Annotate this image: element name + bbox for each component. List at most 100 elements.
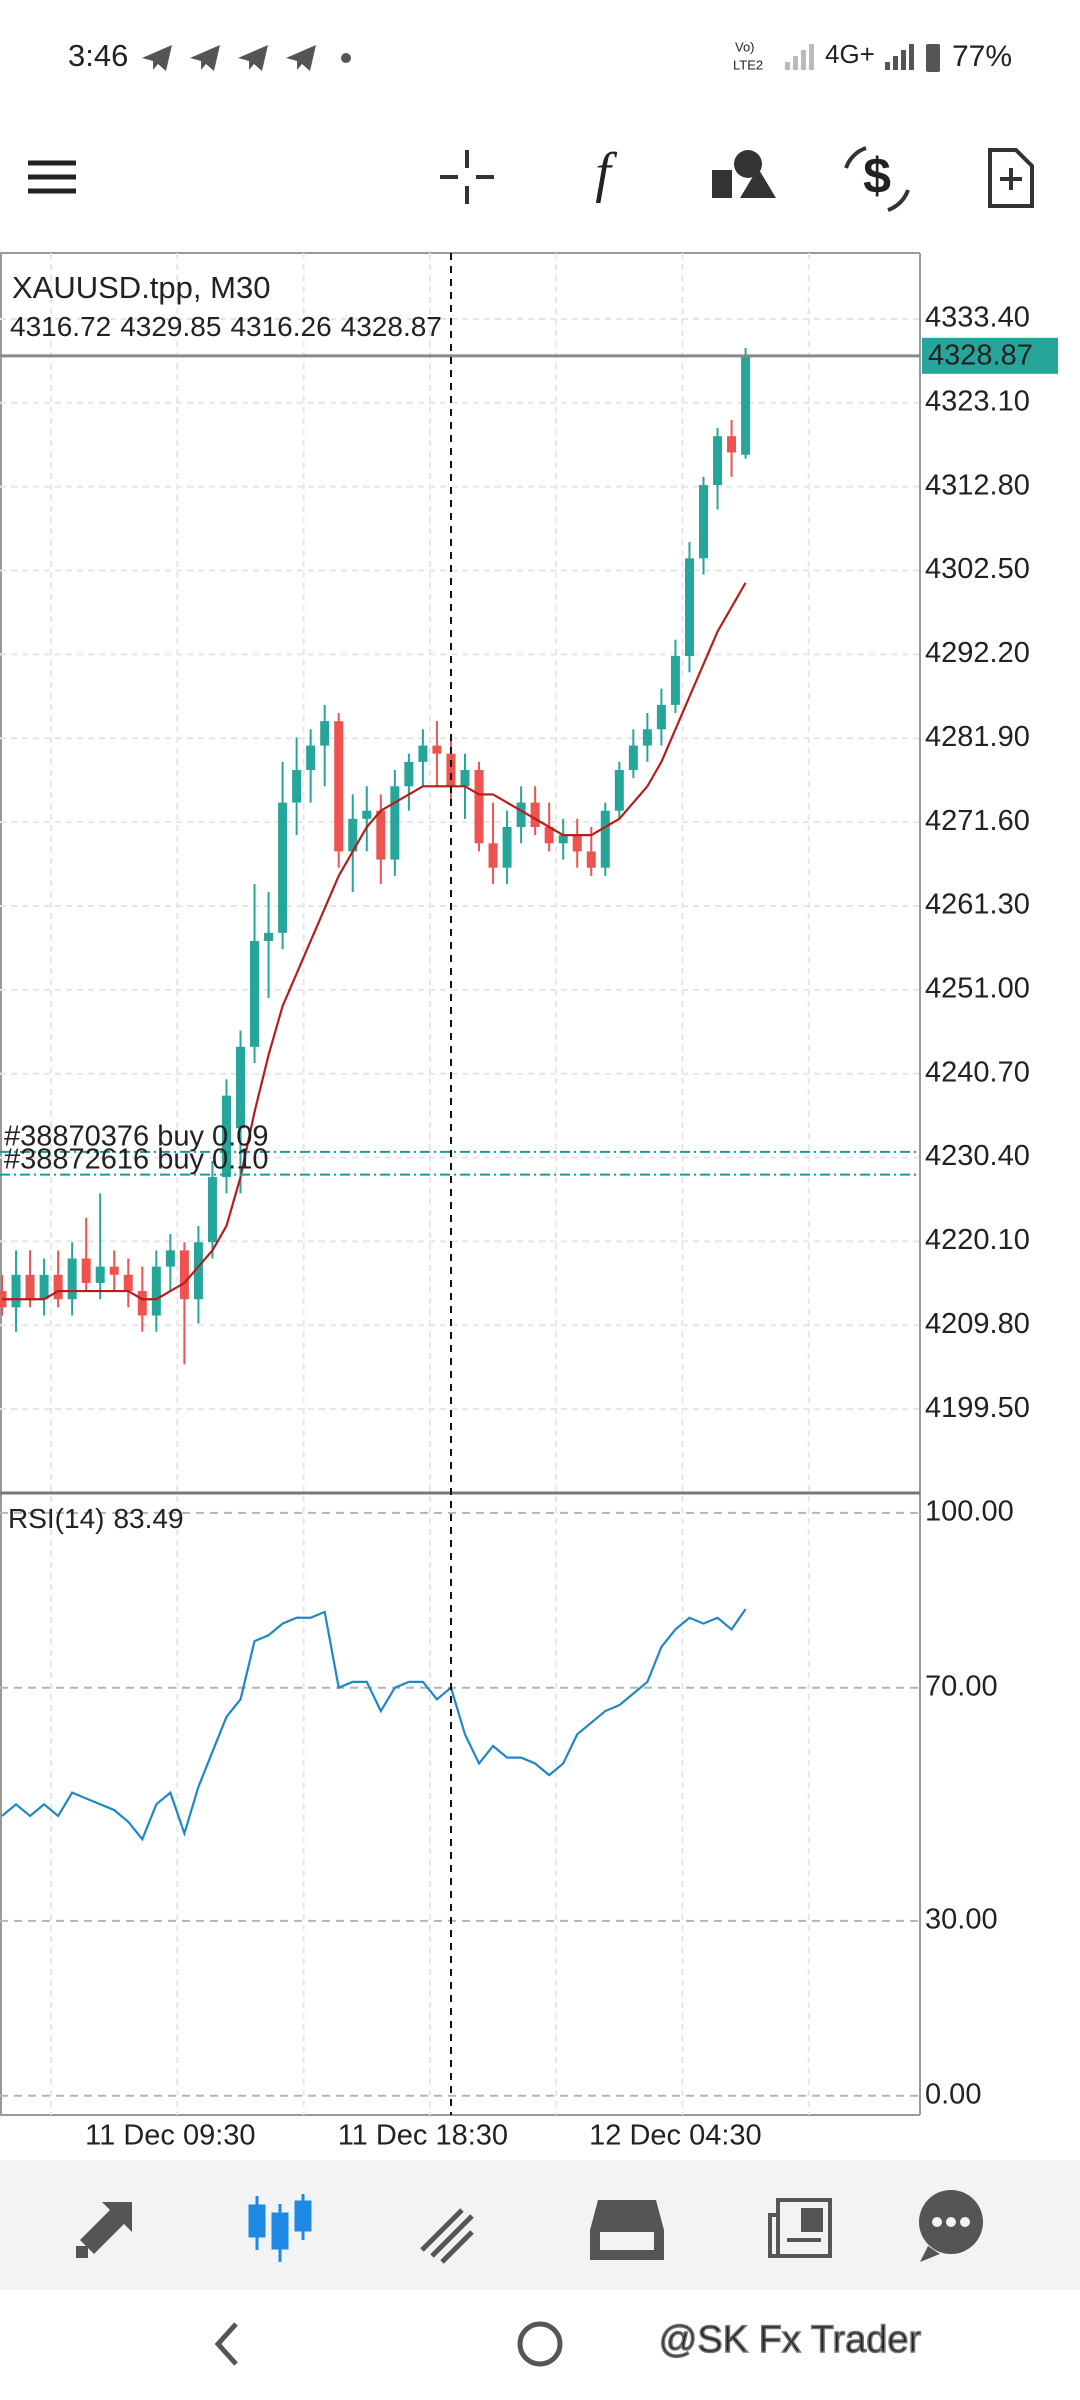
candle-body — [390, 786, 400, 860]
chart-tab[interactable] — [248, 2194, 312, 2262]
rsi-value: 83.49 — [113, 1503, 183, 1534]
trade-button[interactable]: $ — [844, 146, 910, 212]
candle-body — [727, 436, 737, 453]
candle-body — [109, 1266, 119, 1275]
y-tick-label: 4261.30 — [925, 889, 1030, 921]
x-tick-label: 12 Dec 04:30 — [589, 2120, 762, 2152]
indicators-button[interactable]: f — [595, 142, 618, 204]
y-tick-label: 4220.10 — [925, 1224, 1030, 1256]
candle-body — [81, 1258, 91, 1283]
candle-body — [320, 721, 330, 746]
candle-body — [376, 810, 386, 860]
svg-text:$: $ — [863, 148, 891, 204]
candle-body — [348, 818, 358, 852]
candle-body — [474, 770, 484, 844]
candle-body — [334, 721, 344, 852]
candle-body — [530, 802, 540, 827]
y-tick-label: 4292.20 — [925, 637, 1030, 669]
candle-body — [165, 1250, 175, 1267]
candle-body — [684, 558, 694, 657]
candle-body — [656, 704, 666, 730]
candle-body — [614, 770, 624, 811]
crosshair-button[interactable] — [440, 150, 494, 204]
order-label: #38870376 buy 0.09 — [4, 1121, 268, 1153]
candle-body — [362, 810, 372, 819]
last-price-label: 4328.87 — [928, 339, 1033, 371]
volte-label: Vo) — [735, 39, 755, 54]
candle-body — [670, 656, 680, 705]
candle-body — [151, 1266, 161, 1316]
candle-body — [488, 843, 498, 868]
candle-body — [306, 745, 316, 771]
y-tick-label: 4302.50 — [925, 553, 1030, 585]
candle-body — [404, 761, 414, 787]
candle-body — [600, 810, 610, 868]
y-tick-label: 4209.80 — [925, 1308, 1030, 1340]
y-tick-label: 4240.70 — [925, 1056, 1030, 1088]
candle-body — [67, 1258, 77, 1300]
trade-tab[interactable] — [420, 2208, 474, 2264]
candle-body — [516, 802, 526, 827]
signal-2 — [885, 44, 914, 70]
candle-body — [95, 1266, 105, 1283]
back-button[interactable] — [214, 2322, 238, 2366]
candle-body — [628, 745, 638, 771]
candle-body — [53, 1274, 63, 1300]
candle-body — [586, 851, 596, 868]
x-tick-label: 11 Dec 18:30 — [338, 2120, 508, 2152]
candle-body — [502, 826, 512, 868]
candle-body — [544, 826, 554, 844]
objects-button[interactable] — [712, 150, 776, 198]
y-tick-label: 4333.40 — [925, 302, 1030, 334]
y-tick-label: 4271.60 — [925, 805, 1030, 837]
candle-body — [460, 770, 470, 787]
telegram-icons — [142, 45, 351, 71]
chat-tab[interactable] — [919, 2190, 983, 2262]
chart-title: XAUUSD.tpp, M30 — [12, 270, 270, 305]
new-order-button[interactable] — [988, 148, 1034, 208]
candle-body — [446, 753, 456, 787]
candle-body — [572, 835, 582, 852]
y-tick-label: 30.00 — [925, 1904, 998, 1936]
grid — [0, 253, 920, 2115]
candle-body — [741, 355, 751, 455]
candle-body — [123, 1274, 133, 1292]
rsi-line — [1, 1608, 747, 1842]
ohlc-header: 4316.72 4329.85 4316.26 4328.87 — [10, 311, 442, 342]
y-tick-label: 4199.50 — [925, 1392, 1030, 1424]
ohlc-high: 4329.85 — [120, 311, 221, 342]
status-time: 3:46 — [68, 38, 128, 73]
candle-body — [642, 729, 652, 746]
battery-level: 77% — [952, 40, 1012, 73]
y-tick-label: 4230.40 — [925, 1140, 1030, 1172]
candle-body — [137, 1291, 147, 1316]
news-tab[interactable] — [768, 2198, 832, 2258]
plot — [0, 347, 920, 1842]
x-tick-label: 11 Dec 09:30 — [85, 2120, 255, 2152]
network-label: 4G+ — [825, 39, 875, 69]
ohlc-low: 4316.26 — [230, 311, 331, 342]
rsi-header: RSI(14) 83.49 — [8, 1503, 184, 1534]
candle-body — [558, 835, 568, 844]
candle-body — [193, 1242, 203, 1300]
history-tab[interactable] — [590, 2200, 664, 2260]
quotes-tab[interactable] — [76, 2202, 132, 2258]
home-button[interactable] — [517, 2321, 563, 2367]
candle-body — [25, 1274, 35, 1300]
y-tick-label: 0.00 — [925, 2078, 981, 2110]
last-price-tag — [922, 337, 1058, 374]
rsi-title: RSI(14) — [8, 1503, 104, 1534]
candle-body — [39, 1274, 49, 1300]
bottom-nav — [0, 2160, 1080, 2290]
candle-body — [179, 1250, 189, 1300]
y-tick-label: 4281.90 — [925, 721, 1030, 753]
candle-body — [432, 745, 442, 754]
candle-body — [292, 770, 302, 803]
candle-body — [236, 1046, 246, 1129]
moving-average — [2, 582, 747, 1301]
signal-1 — [785, 44, 814, 70]
battery-icon — [926, 44, 940, 72]
menu-button[interactable] — [28, 160, 76, 194]
